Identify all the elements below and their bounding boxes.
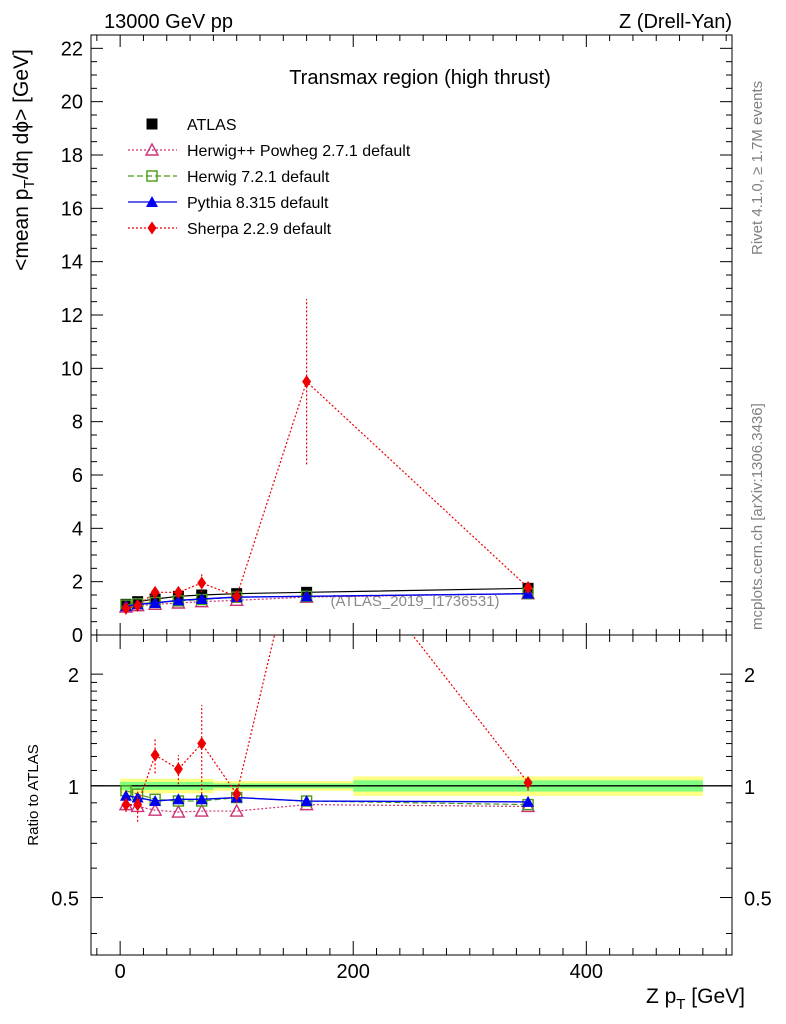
ratio-y-tick-label-right: 1: [744, 777, 755, 799]
main-y-tick-label: 16: [61, 198, 83, 220]
analysis-watermark: (ATLAS_2019_I1736531): [330, 593, 499, 610]
ratio-pythia-point: [119, 789, 132, 801]
rivet-annotation: Rivet 4.1.0, ≥ 1.7M events: [749, 81, 766, 255]
main-y-tick-label: 18: [61, 145, 83, 167]
ratio-sherpa-line: [125, 635, 529, 806]
main-sherpa-point: [232, 589, 242, 603]
legend: ATLAS Herwig++ Powheg 2.7.1 default Herwig…: [128, 117, 411, 238]
legend-herwigpp-marker: [144, 142, 160, 156]
main-title: Transmax region (high thrust): [289, 67, 551, 89]
x-tick-label: 400: [570, 961, 603, 983]
main-y-tick-label: 2: [72, 572, 83, 594]
ratio-herwigpp-point: [171, 804, 186, 818]
ratio-sherpa-point: [121, 798, 131, 812]
ratio-pythia-point: [300, 795, 313, 807]
x-tick-label: 0: [115, 961, 126, 983]
ratio-pythia-point: [149, 795, 162, 807]
legend-herwigpp-label: Herwig++ Powheg 2.7.1 default: [187, 143, 411, 160]
ratio-y-axis-label: Ratio to ATLAS: [25, 744, 42, 845]
main-y-tick-label: 12: [61, 305, 83, 327]
ratio-herwigpp-line: [125, 804, 529, 813]
legend-sherpa-label: Sherpa 2.2.9 default: [187, 221, 332, 238]
ratio-sherpa-point: [150, 748, 160, 762]
main-series: [118, 299, 536, 615]
x-axis-label: Z pT [GeV]: [646, 985, 745, 1013]
main-y-tick-label: 4: [72, 518, 83, 540]
header-energy: 13000 GeV pp: [104, 11, 233, 33]
ratio-frame: [90, 634, 733, 956]
main-herwigpp-line: [125, 593, 529, 608]
main-sherpa-point: [302, 375, 312, 389]
main-sherpa-line: [125, 380, 529, 609]
ratio-herwigpp-point: [194, 803, 209, 817]
main-sherpa-point: [523, 581, 533, 595]
ratio-series: [118, 493, 536, 822]
legend-herwig7-marker: [146, 170, 158, 182]
main-sherpa-point: [150, 585, 160, 599]
header-process: Z (Drell-Yan): [619, 11, 732, 33]
main-sherpa-point: [133, 599, 143, 613]
main-pythia-point: [195, 593, 208, 604]
ratio-sherpa-point: [173, 762, 183, 776]
ratio-y-tick-label: 0.5: [51, 889, 79, 911]
ratio-sherpa-point: [133, 798, 143, 812]
ratio-sherpa-point: [232, 787, 242, 801]
legend-atlas-marker: [146, 118, 158, 130]
ratio-y-tick-label-right: 0.5: [744, 889, 772, 911]
main-y-tick-label: 8: [72, 412, 83, 434]
main-y-axis-label: <mean pT/dη dϕ> [GeV]: [10, 49, 38, 271]
legend-herwig7-label: Herwig 7.2.1 default: [187, 169, 330, 186]
ratio-herwigpp-point: [229, 803, 244, 817]
main-y-ticks: 0 2 4 6 8 10 12 14 16 18 20 22: [61, 35, 732, 647]
main-panel: Transmax region (high thrust) (ATLAS_201…: [10, 34, 733, 647]
main-y-tick-label: 22: [61, 38, 83, 60]
mcplots-annotation: mcplots.cern.ch [arXiv:1306.3436]: [749, 403, 766, 630]
legend-pythia-marker: [146, 196, 158, 207]
ratio-uncertainty-bands: [91, 776, 732, 796]
ratio-y-tick-label: 1: [68, 777, 79, 799]
main-y-tick-label: 0: [72, 625, 83, 647]
main-pythia-point: [300, 590, 313, 602]
ratio-pythia-point: [172, 793, 185, 805]
legend-atlas-label: ATLAS: [187, 117, 237, 134]
ratio-panel: 0.5 0.5 1 1 2 2 0 200 400 Ratio to ATLAS Z pT [G…: [25, 493, 772, 1013]
ratio-pythia-line: [125, 795, 529, 803]
legend-pythia-label: Pythia 8.315 default: [187, 195, 329, 212]
ratio-sherpa-point: [197, 737, 207, 751]
ratio-sherpa-point: [302, 493, 311, 506]
main-sherpa-point: [121, 601, 131, 615]
legend-sherpa-marker: [147, 221, 157, 235]
ratio-sherpa-point: [523, 776, 533, 790]
ratio-pythia-point: [195, 793, 208, 805]
ratio-herwig7-line: [125, 790, 529, 806]
ratio-herwigpp-point: [147, 802, 163, 816]
main-y-tick-label: 14: [61, 252, 83, 274]
main-y-tick-label: 6: [72, 465, 83, 487]
main-sherpa-point: [197, 576, 207, 590]
main-sherpa-point: [173, 585, 183, 599]
ratio-pythia-point: [522, 795, 535, 807]
main-y-tick-label: 10: [61, 358, 83, 380]
main-pythia-point: [172, 594, 185, 606]
ratio-y-tick-label: 2: [68, 665, 79, 687]
x-tick-label: 200: [337, 961, 370, 983]
ratio-y-tick-label-right: 2: [744, 665, 755, 687]
main-pythia-point: [149, 597, 162, 608]
ratio-ticks: 0.5 0.5 1 1 2 2 0 200 400: [51, 635, 772, 983]
main-y-tick-label: 20: [61, 92, 83, 114]
